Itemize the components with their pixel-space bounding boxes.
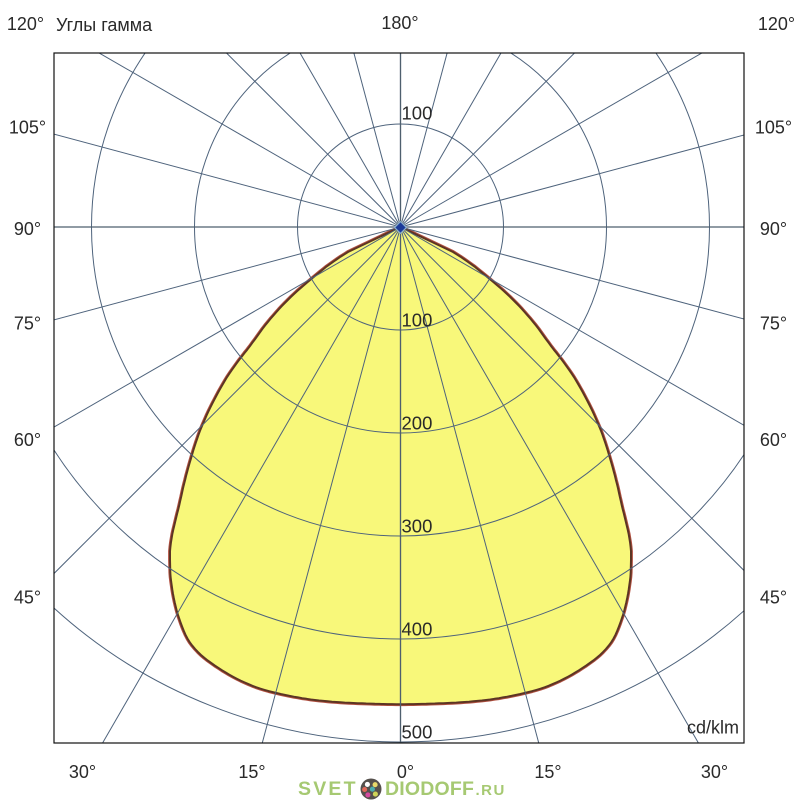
svg-text:SVET: SVET [298, 778, 358, 800]
svg-text:30°: 30° [69, 762, 96, 782]
svg-text:90°: 90° [14, 219, 41, 239]
svg-text:15°: 15° [534, 762, 561, 782]
svg-text:200: 200 [402, 413, 433, 434]
svg-text:75°: 75° [760, 314, 787, 334]
svg-text:45°: 45° [760, 588, 787, 608]
svg-text:300: 300 [402, 516, 433, 537]
svg-text:45°: 45° [14, 588, 41, 608]
svg-text:15°: 15° [238, 762, 265, 782]
svg-text:120°: 120° [758, 14, 795, 34]
svg-text:DIODOFF: DIODOFF [385, 778, 474, 800]
svg-text:cd/klm: cd/klm [687, 718, 739, 738]
svg-text:0°: 0° [397, 762, 414, 782]
svg-text:105°: 105° [755, 118, 792, 138]
svg-text:60°: 60° [14, 430, 41, 450]
svg-text:30°: 30° [701, 762, 728, 782]
svg-text:100: 100 [402, 310, 433, 331]
svg-text:105°: 105° [9, 118, 46, 138]
svg-text:500: 500 [402, 722, 433, 743]
svg-text:Углы гамма: Углы гамма [56, 15, 153, 35]
svg-text:75°: 75° [14, 314, 41, 334]
svg-text:400: 400 [402, 619, 433, 640]
svg-text:120°: 120° [7, 14, 44, 34]
svg-text:90°: 90° [760, 219, 787, 239]
svg-text:60°: 60° [760, 430, 787, 450]
svg-text:180°: 180° [381, 13, 418, 33]
svg-text:100: 100 [402, 103, 433, 124]
svg-text:.RU: .RU [476, 782, 506, 799]
